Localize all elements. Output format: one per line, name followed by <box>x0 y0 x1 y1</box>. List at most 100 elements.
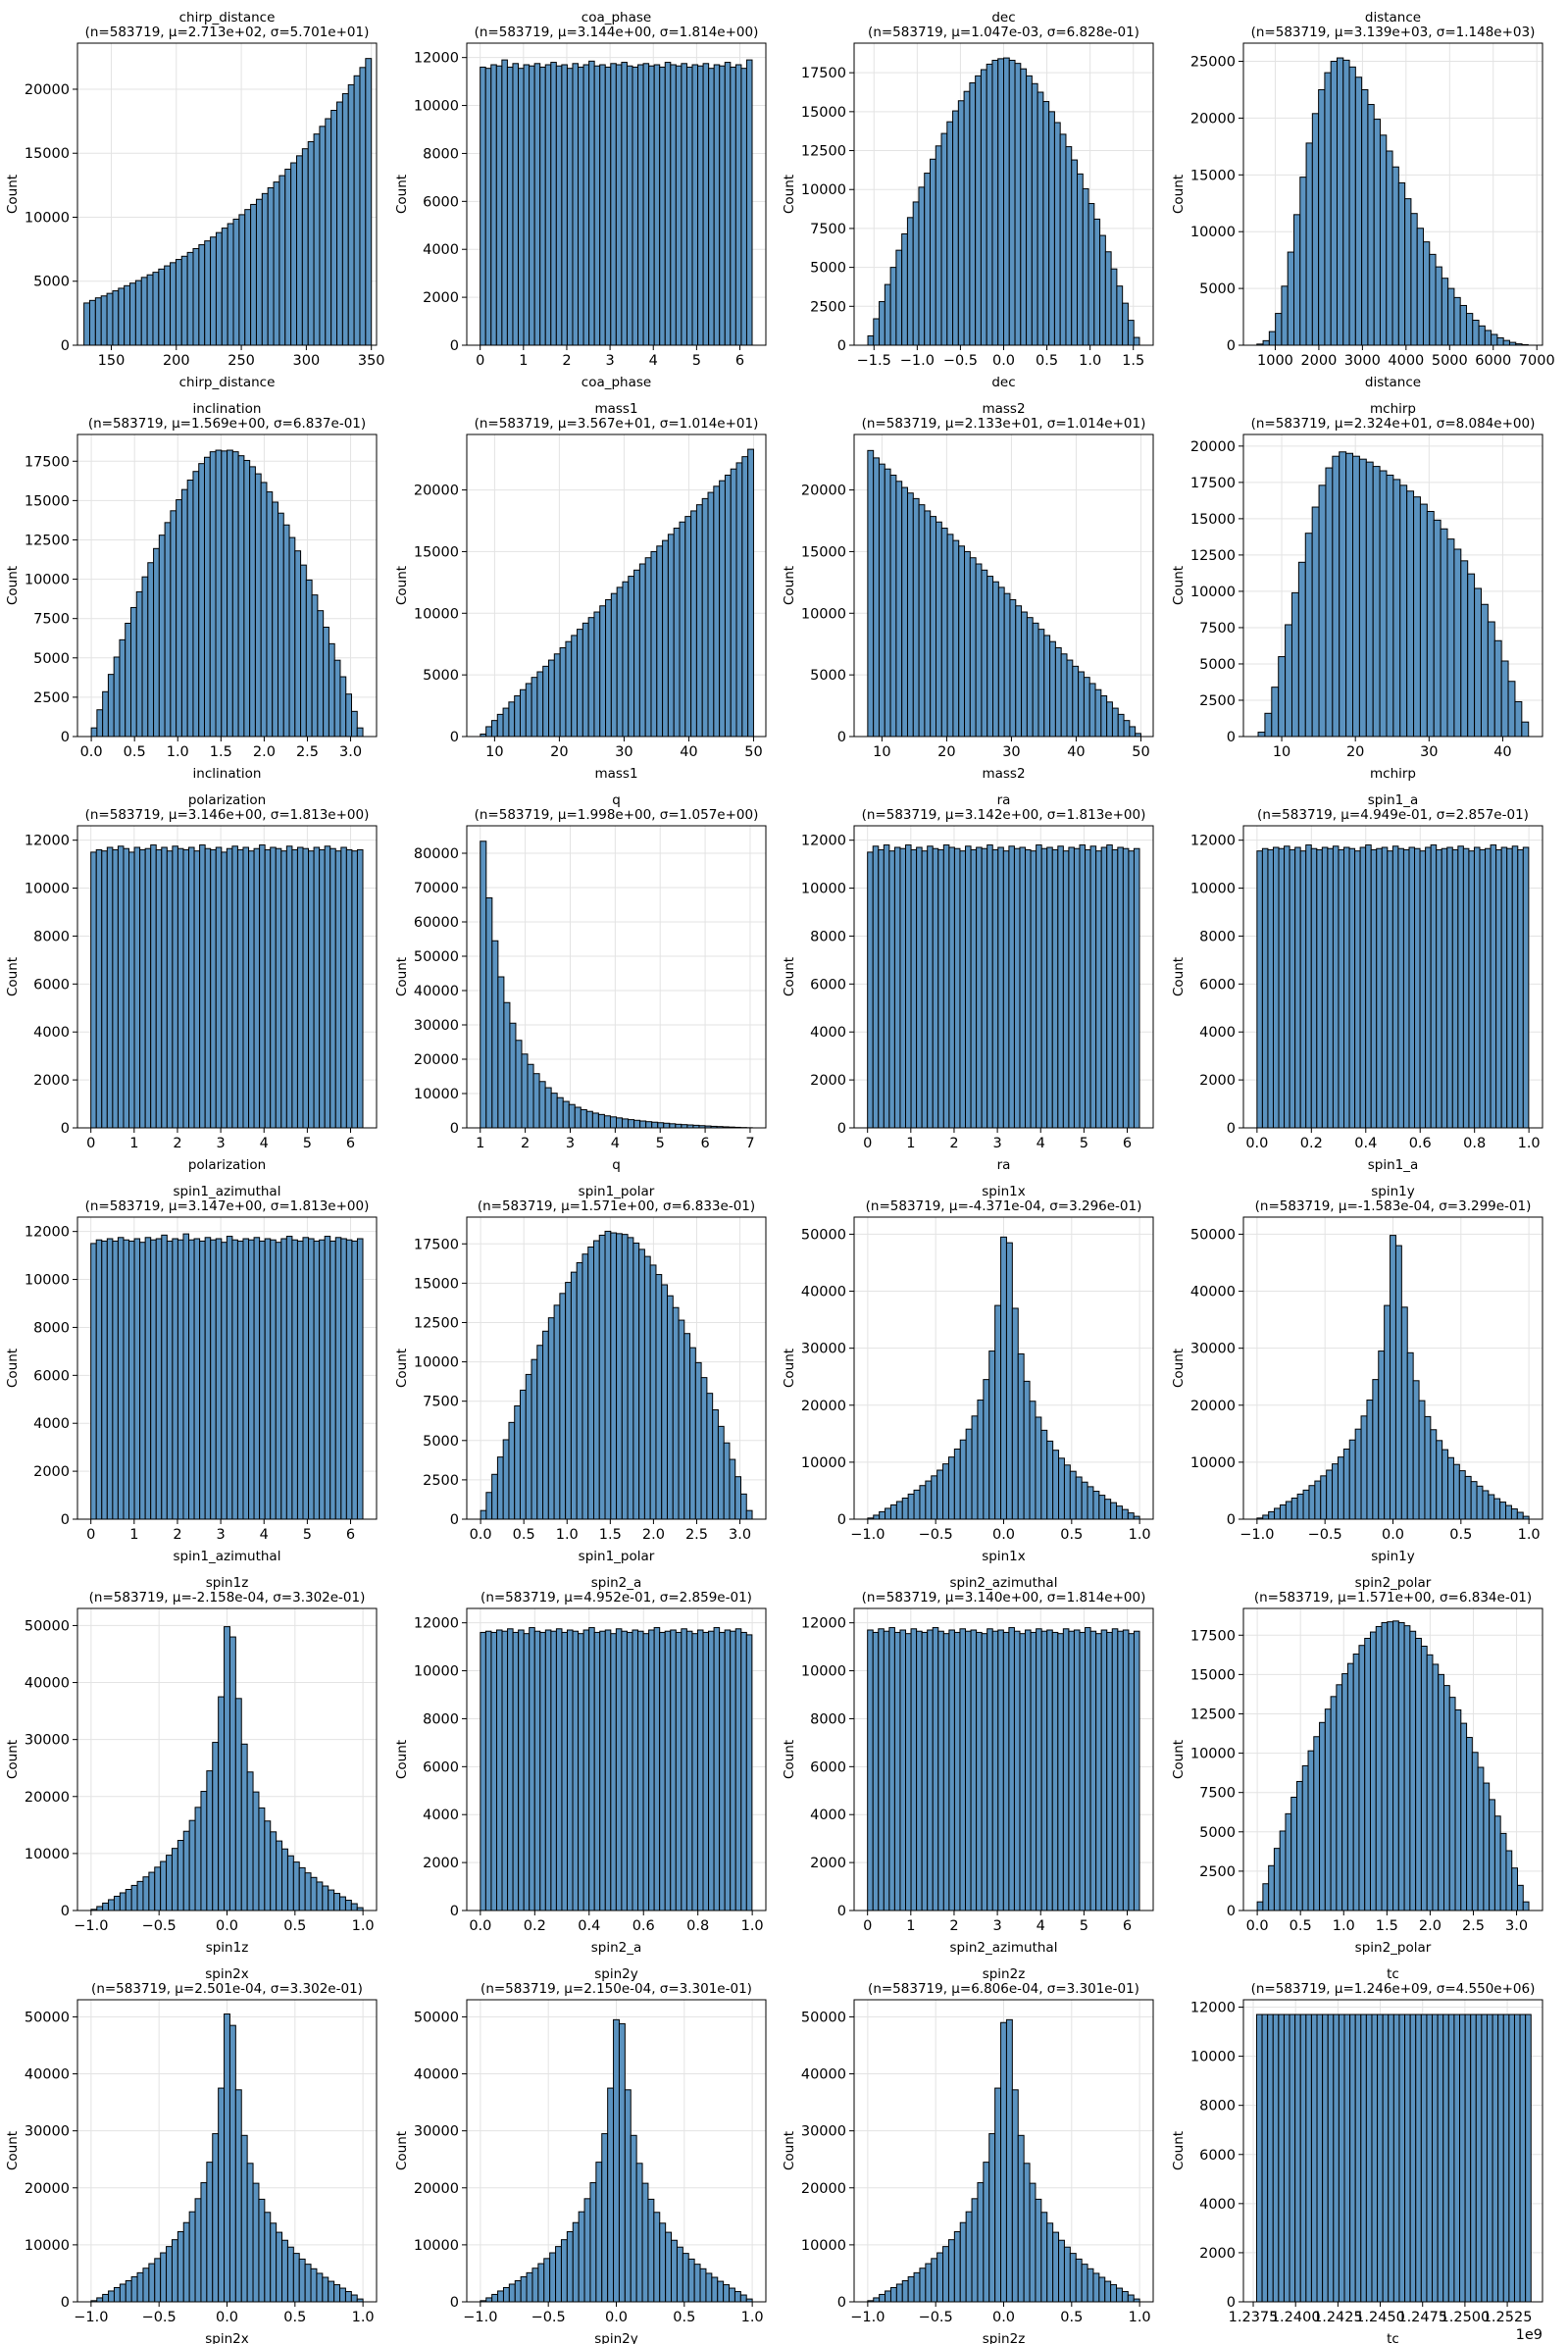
x-tick-label: 40 <box>680 744 697 760</box>
histogram-bar <box>170 262 177 346</box>
chart-subtitle: (n=583719, μ=2.150e-04, σ=3.301e-01) <box>481 1981 752 1997</box>
histogram-bar <box>733 2291 741 2303</box>
histogram-bar <box>1025 848 1032 1129</box>
histogram-bar <box>1123 720 1131 738</box>
histogram-bar <box>734 1476 741 1520</box>
x-tick-label: 3000 <box>1344 353 1381 369</box>
histogram-bar <box>872 845 880 1129</box>
histogram-bar <box>1459 2013 1466 2303</box>
chart-title: chirp_distance <box>179 10 276 25</box>
histogram-bar <box>102 2293 110 2303</box>
x-tick-label: 0.5 <box>283 2310 306 2325</box>
histogram-bar <box>1089 845 1097 1129</box>
histogram-bar <box>970 1629 978 1911</box>
histogram-bar <box>101 1240 108 1520</box>
histogram-bar <box>1040 847 1048 1129</box>
histogram-bar <box>1100 695 1108 738</box>
histogram-bar <box>221 851 228 1129</box>
histogram-bar <box>350 710 358 738</box>
histogram-bar <box>565 640 573 738</box>
histogram-bar <box>1013 847 1021 1129</box>
histogram-bar <box>231 451 239 738</box>
histogram-bar <box>946 121 954 346</box>
histogram-bar <box>539 1631 546 1911</box>
histogram-bar <box>200 1791 208 1911</box>
histogram-bar <box>1408 846 1416 1129</box>
histogram-bar <box>1099 234 1106 346</box>
histogram-bar <box>234 1698 242 1911</box>
y-axis-label: Count <box>5 1349 21 1388</box>
x-tick-label: 1 <box>129 1527 138 1543</box>
histogram-bar <box>1098 1495 1106 1520</box>
histogram-bar <box>1063 1464 1071 1520</box>
histogram-bar <box>878 463 885 738</box>
histogram-bar <box>1013 1630 1021 1911</box>
histogram-bar <box>210 236 217 346</box>
histogram-bar <box>1418 1400 1426 1520</box>
histogram-bar <box>231 1239 238 1520</box>
x-tick-label: 20 <box>937 744 955 760</box>
histogram-bar <box>549 2252 557 2303</box>
histogram-bar <box>194 2198 202 2303</box>
x-axis-label: spin1x <box>982 1549 1026 1564</box>
histogram-bar <box>885 1507 891 1520</box>
histogram-bar <box>1404 2013 1411 2303</box>
histogram-bar <box>192 471 200 738</box>
histogram-bar <box>930 516 937 738</box>
histogram-bar <box>164 522 172 738</box>
x-tick-label: 5 <box>1080 1918 1088 1934</box>
histogram-bar <box>204 847 212 1129</box>
histogram-bar <box>651 1121 659 1129</box>
histogram-bar <box>1278 2013 1285 2303</box>
histogram-bar <box>313 133 321 346</box>
histogram-bar <box>724 62 732 346</box>
histogram-bar <box>681 63 687 346</box>
histogram-bar <box>638 563 646 738</box>
chart-subtitle: (n=583719, μ=3.140e+00, σ=1.814e+00) <box>862 1590 1146 1605</box>
histogram-bar <box>568 1103 576 1129</box>
y-axis-label: Count <box>5 566 21 605</box>
histogram-bar <box>1420 2013 1428 2303</box>
y-tick-label: 30000 <box>25 2124 70 2140</box>
histogram-bar <box>1307 1750 1315 1911</box>
x-tick-label: 4 <box>1037 1136 1045 1151</box>
histogram-bar <box>291 1239 298 1520</box>
x-tick-label: 4 <box>1037 1918 1045 1934</box>
histogram-bar <box>867 1629 874 1911</box>
y-tick-label: 40000 <box>414 984 459 999</box>
histogram-bar <box>717 2280 725 2303</box>
histogram-bar <box>491 2293 499 2303</box>
histogram-bar <box>1525 2013 1532 2303</box>
histogram-bar <box>170 510 177 738</box>
y-tick-label: 12500 <box>25 533 70 548</box>
histogram-bar <box>986 1628 993 1911</box>
histogram-bar <box>622 581 630 738</box>
y-axis-label: Count <box>1171 2131 1187 2170</box>
histogram-bar <box>1095 850 1102 1129</box>
x-tick-label: 6000 <box>1475 353 1511 369</box>
histogram-bar <box>723 1442 731 1520</box>
y-tick-label: 6000 <box>423 1759 459 1775</box>
x-tick-label: 0.0 <box>992 353 1015 369</box>
histogram-bar <box>224 2013 230 2303</box>
histogram-bar <box>319 126 327 346</box>
histogram-bar <box>1338 848 1345 1129</box>
histogram-bar <box>681 1628 687 1911</box>
x-tick-label: 0.0 <box>605 2310 628 2325</box>
histogram-bar <box>729 2287 735 2303</box>
histogram-bar <box>610 1232 618 1520</box>
y-tick-label: 40000 <box>801 1285 846 1300</box>
x-tick-label: 4 <box>260 1527 269 1543</box>
histogram-bar <box>959 1439 967 1520</box>
histogram-bar <box>234 2089 242 2303</box>
histogram-bar <box>140 277 148 346</box>
histogram-bar <box>514 2279 522 2303</box>
histogram-bar <box>719 65 726 346</box>
y-tick-label: 10000 <box>25 1847 70 1862</box>
histogram-bar <box>502 1439 510 1520</box>
histogram-bar <box>90 727 98 738</box>
histogram-bar <box>1046 1629 1053 1911</box>
y-tick-label: 5000 <box>33 651 70 667</box>
histogram-bar <box>1068 1630 1075 1911</box>
histogram-bar <box>480 1631 486 1911</box>
